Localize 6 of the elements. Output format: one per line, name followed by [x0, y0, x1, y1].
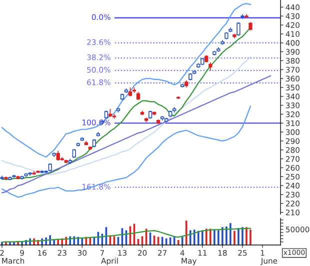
candlestick	[56, 150, 60, 162]
line-series	[1, 27, 252, 180]
line-series	[1, 3, 252, 158]
candlestick	[236, 22, 240, 36]
line-series	[1, 75, 272, 194]
line-series	[1, 106, 252, 198]
